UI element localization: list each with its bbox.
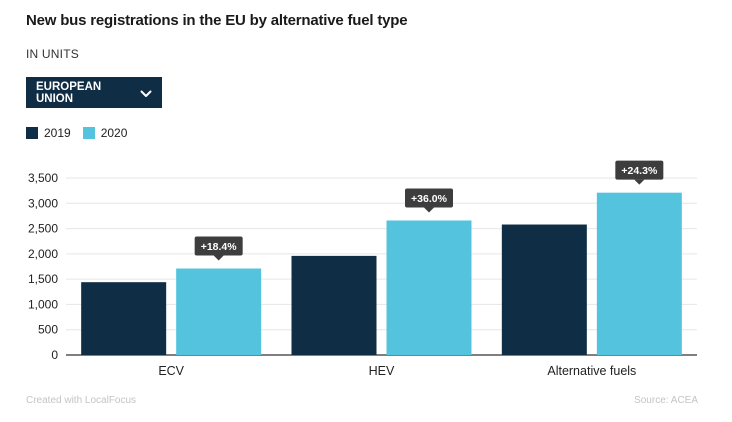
y-tick-label: 2,500 xyxy=(28,222,58,236)
footer-credit: Created with LocalFocus xyxy=(26,395,137,406)
annotation-pointer xyxy=(634,179,645,185)
legend-item-2019[interactable]: 2019 xyxy=(26,126,71,140)
annotation-box xyxy=(194,236,243,256)
annotation-pointer xyxy=(213,255,224,261)
chart-subtitle: IN UNITS xyxy=(26,47,79,61)
footer-source: Source: ACEA xyxy=(634,395,698,406)
annotation-label: +36.0% xyxy=(411,193,448,205)
legend-item-2020[interactable]: 2020 xyxy=(82,126,128,140)
y-tick-label: 1,500 xyxy=(28,272,58,286)
bar-2019 xyxy=(291,255,377,355)
annotation-label: +18.4% xyxy=(201,241,238,253)
x-category-label: HEV xyxy=(369,364,395,378)
chart-legend: 2019 2020 xyxy=(26,126,139,140)
chevron-down-icon xyxy=(140,89,152,97)
region-dropdown-label: EUROPEAN UNION xyxy=(36,80,102,105)
annotation-label: +24.3% xyxy=(621,165,658,177)
annotation-box xyxy=(615,160,664,180)
annotation-pointer xyxy=(424,207,434,213)
bar-2019 xyxy=(501,224,587,355)
y-tick-label: 500 xyxy=(38,323,58,337)
y-tick-label: 3,000 xyxy=(28,196,58,210)
x-category-label: ECV xyxy=(158,364,184,378)
bar-2020 xyxy=(596,192,682,355)
x-category-label: Alternative fuels xyxy=(547,364,636,378)
legend-swatch-2019 xyxy=(26,127,38,139)
annotation-box xyxy=(405,188,453,208)
legend-swatch-2020 xyxy=(82,127,95,139)
y-tick-label: 3,500 xyxy=(28,171,58,185)
bar-2019 xyxy=(81,282,167,355)
legend-label-2019: 2019 xyxy=(44,126,71,140)
y-tick-label: 1,000 xyxy=(28,297,58,311)
bar-2020 xyxy=(386,220,472,355)
chart-title: New bus registrations in the EU by alter… xyxy=(26,12,408,29)
legend-label-2020: 2020 xyxy=(100,126,128,140)
bar-chart: 0 500 1,000 1,500 2,000 2,500 3,000 3,500 +18.4%… xyxy=(28,160,697,378)
y-tick-label: 0 xyxy=(51,348,58,362)
region-dropdown[interactable]: EUROPEAN UNION xyxy=(26,77,162,108)
y-tick-label: 2,000 xyxy=(28,247,58,261)
bar-2020 xyxy=(176,268,262,355)
